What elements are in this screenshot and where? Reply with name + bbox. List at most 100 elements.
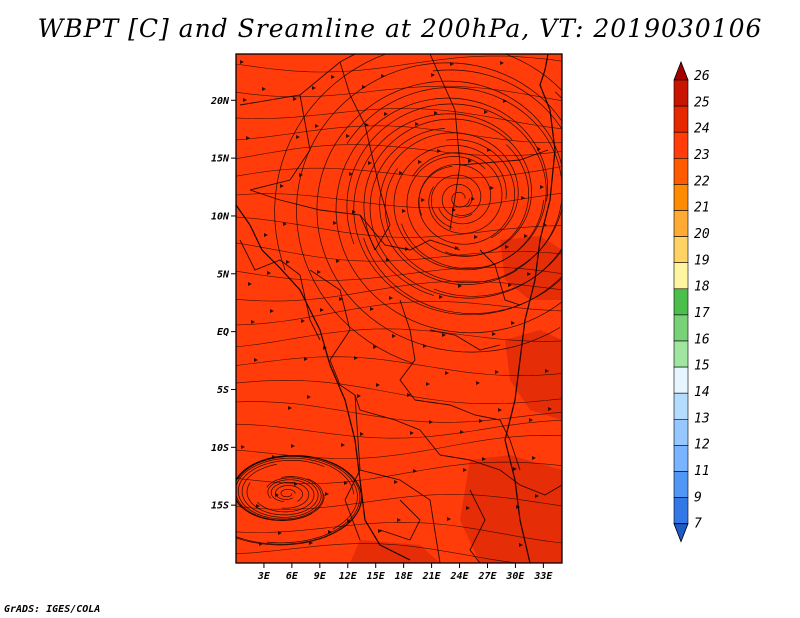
streamline-arrow [471, 197, 475, 201]
colorbar: 26 25 24 23 22 21 20 19 18 17 16 15 14 13 12 11 9 7 [673, 60, 710, 543]
streamline-arrow [392, 334, 396, 338]
country-border [339, 61, 391, 251]
streamline-arrow [434, 111, 438, 115]
country-border [359, 214, 461, 251]
streamline-arrow [241, 445, 245, 449]
streamline-arrow [333, 221, 337, 225]
streamline-arrow [529, 418, 533, 422]
colorbar-box [673, 184, 689, 211]
colorbar-box [673, 418, 689, 446]
y-tick-label: 15S [211, 501, 229, 512]
country-border [299, 274, 321, 341]
streamline-arrow [286, 260, 290, 264]
streamline [236, 280, 562, 302]
streamline [241, 464, 322, 518]
streamline [430, 174, 482, 228]
country-border [309, 269, 351, 361]
streamline-arrow [248, 282, 252, 286]
streamline-arrow [418, 160, 422, 164]
y-tick-label: 5S [217, 385, 229, 396]
streamline [236, 543, 521, 563]
streamline-arrow [516, 505, 520, 509]
y-tick-label: 10N [211, 211, 230, 222]
streamline [280, 488, 296, 498]
streamline-arrow [535, 494, 539, 498]
colorbar-box [673, 340, 689, 368]
colorbar-box [673, 105, 689, 133]
y-tick-label: 15N [211, 154, 230, 165]
x-tick-label: 21E [422, 571, 442, 582]
streamline [236, 328, 562, 348]
streamline [236, 494, 562, 510]
map-frame [235, 53, 563, 564]
streamline-arrow [445, 371, 449, 375]
streamline-arrow [264, 233, 268, 237]
streamline-arrow [474, 235, 478, 239]
country-border [459, 149, 549, 166]
streamline [379, 132, 519, 285]
colorbar-label: 13 [694, 411, 710, 426]
colorbar-label: 12 [694, 438, 710, 453]
east-coastline [504, 54, 556, 563]
streamline [296, 62, 562, 364]
x-tick-label: 15E [367, 571, 386, 582]
colorbar-label: 20 [694, 227, 710, 242]
streamline-arrow [307, 395, 311, 399]
colorbar-box [673, 497, 689, 525]
streamline-arrow [431, 73, 435, 77]
colorbar-box [673, 471, 689, 498]
country-border [329, 359, 361, 411]
streamline-arrow [413, 469, 417, 473]
streamline-arrow [347, 519, 351, 523]
streamline-arrow [495, 370, 499, 374]
x-tick-label: 12E [339, 571, 358, 582]
streamline [441, 183, 473, 218]
streamline-arrow [503, 99, 507, 103]
streamline-arrow [455, 246, 459, 250]
streamline-arrow [278, 531, 282, 535]
streamline [236, 216, 562, 238]
streamline-arrow [463, 468, 467, 472]
streamline-arrow [293, 97, 297, 101]
x-tick-label: 24E [450, 571, 470, 582]
x-tick-label: 6E [286, 571, 299, 582]
streamline-arrow [508, 283, 512, 287]
warm-patch [460, 455, 562, 563]
colorbar-box [673, 262, 689, 290]
streamline-arrow [341, 443, 345, 447]
map-area [235, 53, 563, 564]
streamline-arrow [410, 431, 414, 435]
streamline-arrow [259, 542, 263, 546]
streamline [418, 139, 515, 245]
streamline-arrow [498, 408, 502, 412]
streamline [418, 164, 492, 225]
streamline [236, 125, 562, 144]
streamline-arrow [299, 173, 303, 177]
streamline-arrow [267, 271, 271, 275]
streamline [246, 477, 319, 516]
colorbar-top-arrow [673, 60, 689, 81]
streamline-arrow [323, 346, 327, 350]
streamline [236, 455, 362, 546]
streamline-arrow [521, 196, 525, 200]
streamline-arrow [513, 467, 517, 471]
y-tick-label: 20N [210, 96, 230, 107]
streamline-arrow [437, 149, 441, 153]
streamline-arrow [317, 270, 321, 274]
country-border [359, 409, 441, 456]
streamline [236, 192, 562, 209]
streamline-arrow [511, 321, 515, 325]
streamline [236, 461, 562, 484]
streamline-arrow [415, 122, 419, 126]
colorbar-label: 25 [694, 95, 710, 110]
streamline-arrow [389, 296, 393, 300]
coastline [236, 204, 411, 561]
streamline [236, 420, 562, 439]
colorbar-box [673, 210, 689, 237]
streamline-arrow [309, 541, 313, 545]
streamline-arrow [447, 517, 451, 521]
streamline-arrow [328, 530, 332, 534]
colorbar-box [673, 392, 689, 420]
country-border [414, 399, 501, 421]
streamline-arrow [426, 382, 430, 386]
